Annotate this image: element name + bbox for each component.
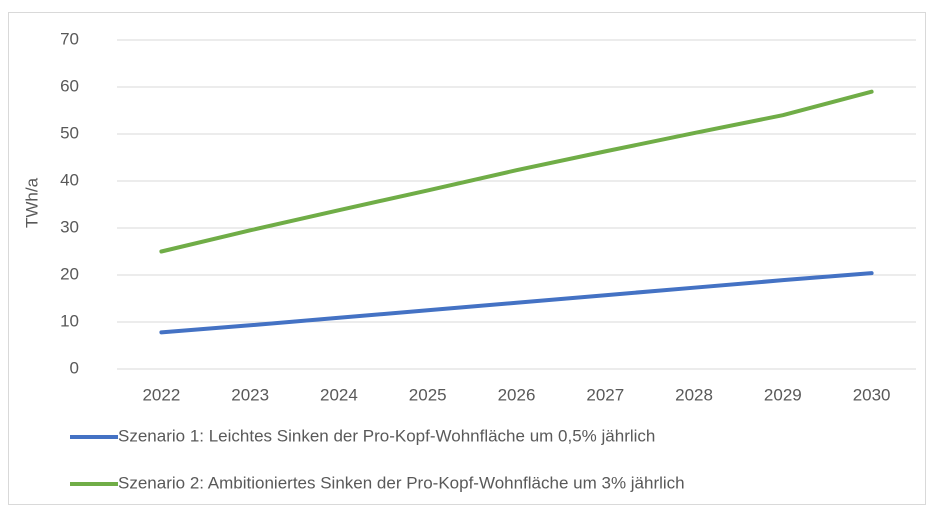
x-tick-label: 2027 [586,385,624,404]
y-tick-label: 30 [60,217,79,236]
y-tick-label: 20 [60,264,79,283]
y-tick-label: 10 [60,311,79,330]
y-tick-label: 60 [60,76,79,95]
x-tick-label: 2026 [498,385,536,404]
data-line [159,271,874,335]
y-tick-label: 70 [60,29,79,48]
y-tick-label: 0 [70,358,79,377]
x-tick-label: 2028 [675,385,713,404]
x-tick-label: 2024 [320,385,358,404]
x-tick-label: 2029 [764,385,802,404]
x-tick-label: 2025 [409,385,447,404]
x-tick-label: 2022 [142,385,180,404]
y-tick-label: 40 [60,170,79,189]
data-line [159,89,874,254]
x-tick-label: 2030 [853,385,891,404]
chart-frame [8,12,926,505]
legend-label: Szenario 1: Leichtes Sinken der Pro-Kopf… [118,426,655,445]
legend-label: Szenario 2: Ambitioniertes Sinken der Pr… [118,473,685,492]
y-tick-label: 50 [60,123,79,142]
y-axis-label: TWh/a [22,177,41,228]
x-tick-label: 2023 [231,385,269,404]
